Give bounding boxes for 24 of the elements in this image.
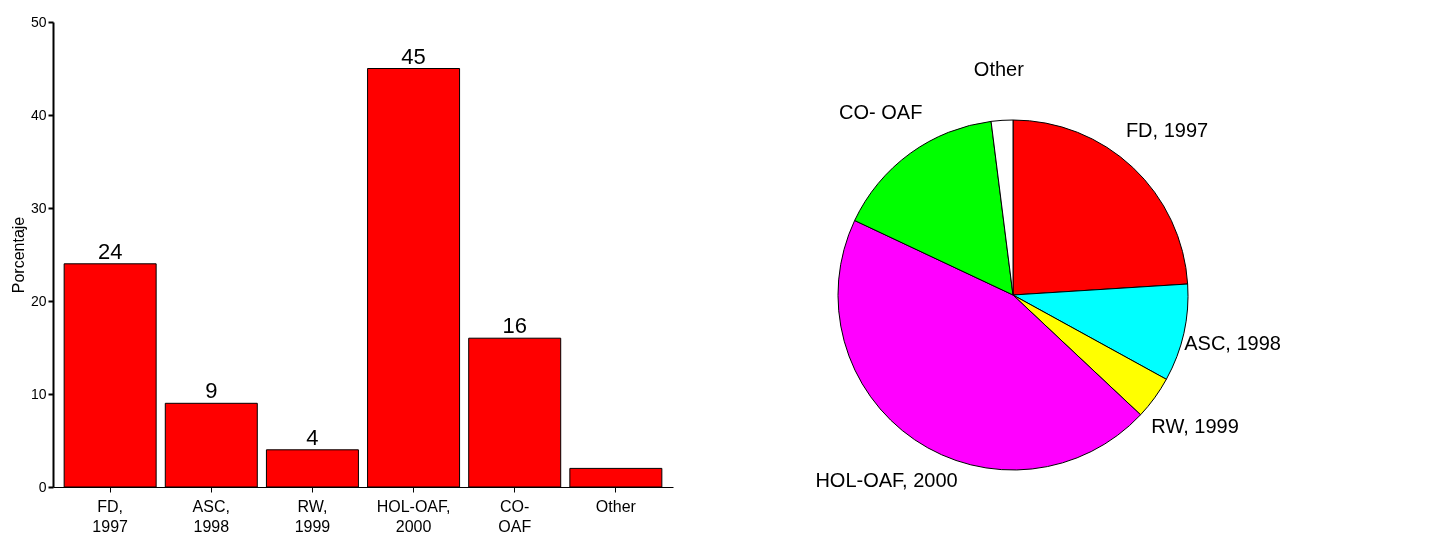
x-tick-label: ASC, 1998 (192, 497, 230, 535)
data-label: 45 (401, 43, 426, 69)
x-tick-label: RW, 1999 (294, 497, 331, 535)
data-label: 4 (306, 424, 319, 450)
slice-label: HOL-OAF, 2000 (815, 469, 958, 492)
y-tick-label: 30 (30, 199, 47, 216)
slice-label: CO- OAF (839, 100, 923, 123)
slice-label: RW, 1999 (1151, 415, 1239, 438)
y-tick-label: 40 (30, 106, 47, 123)
x-tick-label: Other (595, 497, 637, 515)
data-label: 9 (205, 378, 218, 404)
slice-label: ASC, 1998 (1184, 332, 1281, 355)
data-label: 24 (97, 238, 123, 264)
y-tick-label: 20 (30, 292, 47, 309)
y-tick-label: 0 (38, 478, 47, 495)
slice-label: Other (973, 58, 1025, 81)
slice-label: FD, 1997 (1125, 118, 1209, 141)
x-tick-label: HOL-OAF, 2000 (376, 497, 451, 535)
y-tick-label: 50 (30, 13, 47, 30)
x-tick-label: FD, 1997 (92, 497, 129, 535)
y-axis-title: Porcentaje (9, 216, 27, 294)
x-tick-label: CO- OAF (498, 497, 532, 535)
y-tick-label: 10 (30, 385, 47, 402)
data-label: 16 (502, 313, 527, 339)
